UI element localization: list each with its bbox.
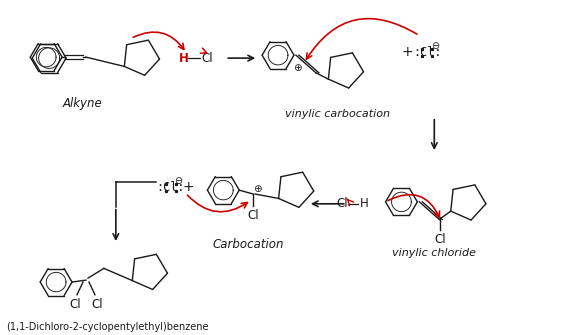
Text: Alkyne: Alkyne	[63, 97, 103, 110]
Text: ⊕: ⊕	[293, 63, 301, 73]
Text: ⊖: ⊖	[175, 176, 183, 186]
Text: :Cl:: :Cl:	[156, 181, 185, 194]
Text: vinylic chloride: vinylic chloride	[392, 248, 476, 258]
Text: Cl: Cl	[336, 197, 348, 210]
Text: Cl: Cl	[69, 298, 81, 311]
Text: vinylic carbocation: vinylic carbocation	[285, 109, 390, 119]
Text: +: +	[401, 45, 413, 59]
Text: H: H	[359, 197, 369, 210]
Text: :Cl:: :Cl:	[413, 46, 442, 59]
Text: (1,1-Dichloro-2-cyclopentylethyl)benzene: (1,1-Dichloro-2-cyclopentylethyl)benzene	[6, 322, 209, 332]
Text: Carbocation: Carbocation	[213, 238, 284, 251]
Text: Cl: Cl	[247, 209, 259, 222]
Text: ⊖: ⊖	[431, 42, 439, 51]
Text: Cl: Cl	[434, 233, 446, 246]
Text: ⊕: ⊕	[253, 184, 262, 194]
Text: Cl: Cl	[91, 298, 103, 311]
Text: H: H	[179, 52, 188, 65]
Text: +: +	[183, 180, 194, 194]
Text: Cl: Cl	[202, 52, 213, 65]
